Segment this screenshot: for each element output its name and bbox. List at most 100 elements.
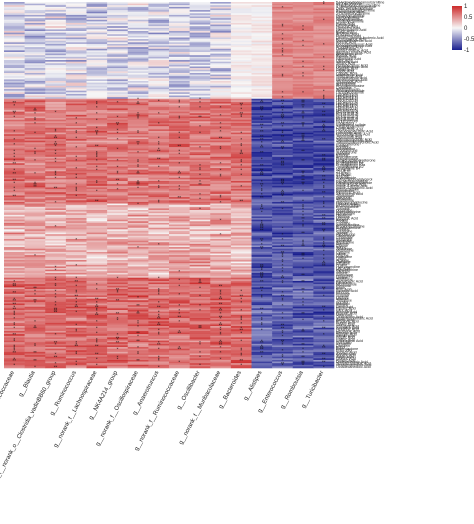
heatmap-cell [169,18,190,21]
heatmap-cell [45,10,67,12]
heatmap-cell [148,134,170,137]
heatmap-cell [45,253,67,256]
heatmap-cell [251,69,273,72]
significance-star: * [178,115,180,119]
heatmap-cell [313,314,335,317]
heatmap-cell [272,8,294,11]
heatmap-cell [65,297,87,299]
significance-star: * [323,260,325,264]
heatmap-cell [210,42,232,45]
heatmap-cell [86,145,108,148]
heatmap-cell [4,161,25,164]
heatmap-cell [292,351,314,354]
significance-star: * [240,349,242,353]
heatmap-cell [148,358,170,361]
heatmap-cell [86,322,108,325]
heatmap-cell [189,285,211,288]
heatmap-cell [313,326,335,328]
heatmap-cell [65,284,87,287]
heatmap-cell [45,68,67,71]
heatmap-cell [65,161,87,164]
heatmap-cell [189,69,211,72]
heatmap-cell [45,209,67,212]
heatmap-cell [210,243,232,246]
heatmap-cell [230,37,252,40]
heatmap-cell [210,301,232,304]
heatmap-cell [272,106,294,109]
heatmap-cell [148,324,170,327]
heatmap-cell [292,118,314,120]
heatmap-cell [189,226,211,229]
heatmap-cell [65,40,87,43]
heatmap-cell [4,74,25,77]
heatmap-cell [272,324,294,327]
row-label: Suberic Acid [336,353,356,357]
heatmap-cell [148,161,170,164]
heatmap-cell [24,229,46,232]
heatmap-cell [292,161,314,164]
significance-star: ** [260,223,264,227]
heatmap-cell [148,327,170,330]
heatmap-cell [251,40,273,43]
heatmap-cell [313,242,335,245]
significance-star: * [137,350,139,354]
significance-star: ** [260,173,264,177]
significance-star: * [240,308,242,312]
heatmap-cell [127,79,149,82]
heatmap-cell [107,293,129,296]
heatmap-cell [251,105,273,108]
heatmap-cell [127,208,149,211]
heatmap-cell [313,168,335,170]
heatmap-cell [210,347,232,349]
heatmap-cell [230,81,252,83]
heatmap-cell [169,21,190,24]
row-label: Testosterone [336,150,357,154]
heatmap-cell [45,195,67,198]
significance-star: ** [260,341,264,345]
heatmap-cell [230,214,252,217]
significance-star: ** [198,183,202,187]
heatmap-cell [4,269,25,272]
heatmap-cell [251,142,273,145]
heatmap-cell [169,55,190,58]
heatmap-cell [24,105,46,108]
heatmap-cell [24,93,46,96]
heatmap-cell [45,245,67,248]
heatmap-cell [24,139,46,141]
heatmap-cell [107,255,129,258]
heatmap-cell [148,95,170,98]
heatmap-cell [292,330,314,333]
row-label: Sphinganine [336,81,356,85]
heatmap-cell [272,103,294,106]
significance-star: ** [260,150,264,154]
heatmap-cell [148,10,170,12]
significance-star: * [55,352,57,356]
heatmap-cell [86,248,108,251]
heatmap-cell [272,240,294,243]
heatmap-cell [45,332,67,335]
significance-star: ** [322,352,326,356]
heatmap-cell [45,359,67,362]
heatmap-cell [127,60,149,62]
heatmap-cell [313,201,335,204]
heatmap-cell [86,190,108,193]
heatmap-cell [65,55,87,58]
heatmap-cell [4,284,25,287]
heatmap-cell [107,348,129,351]
heatmap-cell [189,24,211,27]
heatmap-cell [65,56,87,59]
heatmap-cell [148,122,170,125]
significance-star: ** [178,331,182,335]
heatmap-cell [86,127,108,130]
significance-star: * [282,363,284,367]
heatmap-cell [24,300,46,303]
heatmap-cell [169,306,190,309]
heatmap-cell [272,330,294,333]
row-label: Riboflavin [336,281,352,285]
heatmap-cell [4,332,25,335]
heatmap-cell [189,290,211,293]
heatmap-cell [127,227,149,230]
significance-star: ** [260,163,264,167]
heatmap-cell [65,361,87,364]
heatmap-cell [272,247,294,249]
